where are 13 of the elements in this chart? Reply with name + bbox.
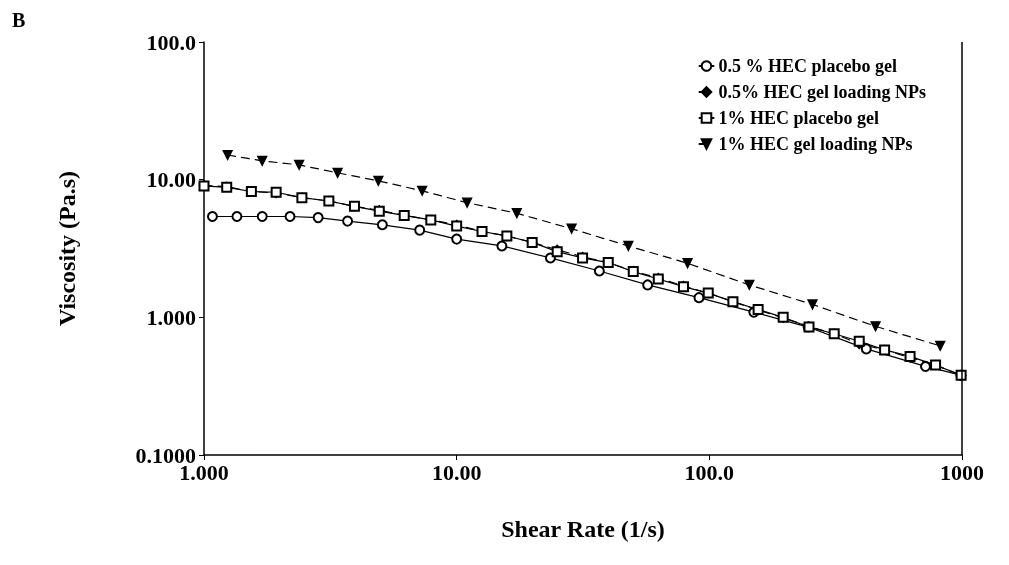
y-tick-label: 100.0	[146, 29, 196, 55]
x-tick-label: 1000	[940, 459, 984, 485]
text: B	[12, 9, 26, 31]
legend-label: 1% HEC placebo gel	[718, 108, 879, 128]
y-axis-title: Viscosity (Pa.s)	[54, 170, 80, 327]
y-tick-label: 10.00	[146, 167, 196, 193]
legend-label: 0.5 % HEC placebo gel	[718, 56, 897, 76]
x-axis-title: Shear Rate (1/s)	[501, 516, 665, 542]
x-tick-label: 100.0	[684, 459, 735, 485]
legend-label: 1% HEC gel loading NPs	[718, 134, 913, 154]
legend-label: 0.5% HEC gel loading NPs	[718, 82, 927, 102]
y-tick-label: 1.000	[146, 304, 196, 330]
x-tick-label: 10.00	[431, 459, 482, 485]
